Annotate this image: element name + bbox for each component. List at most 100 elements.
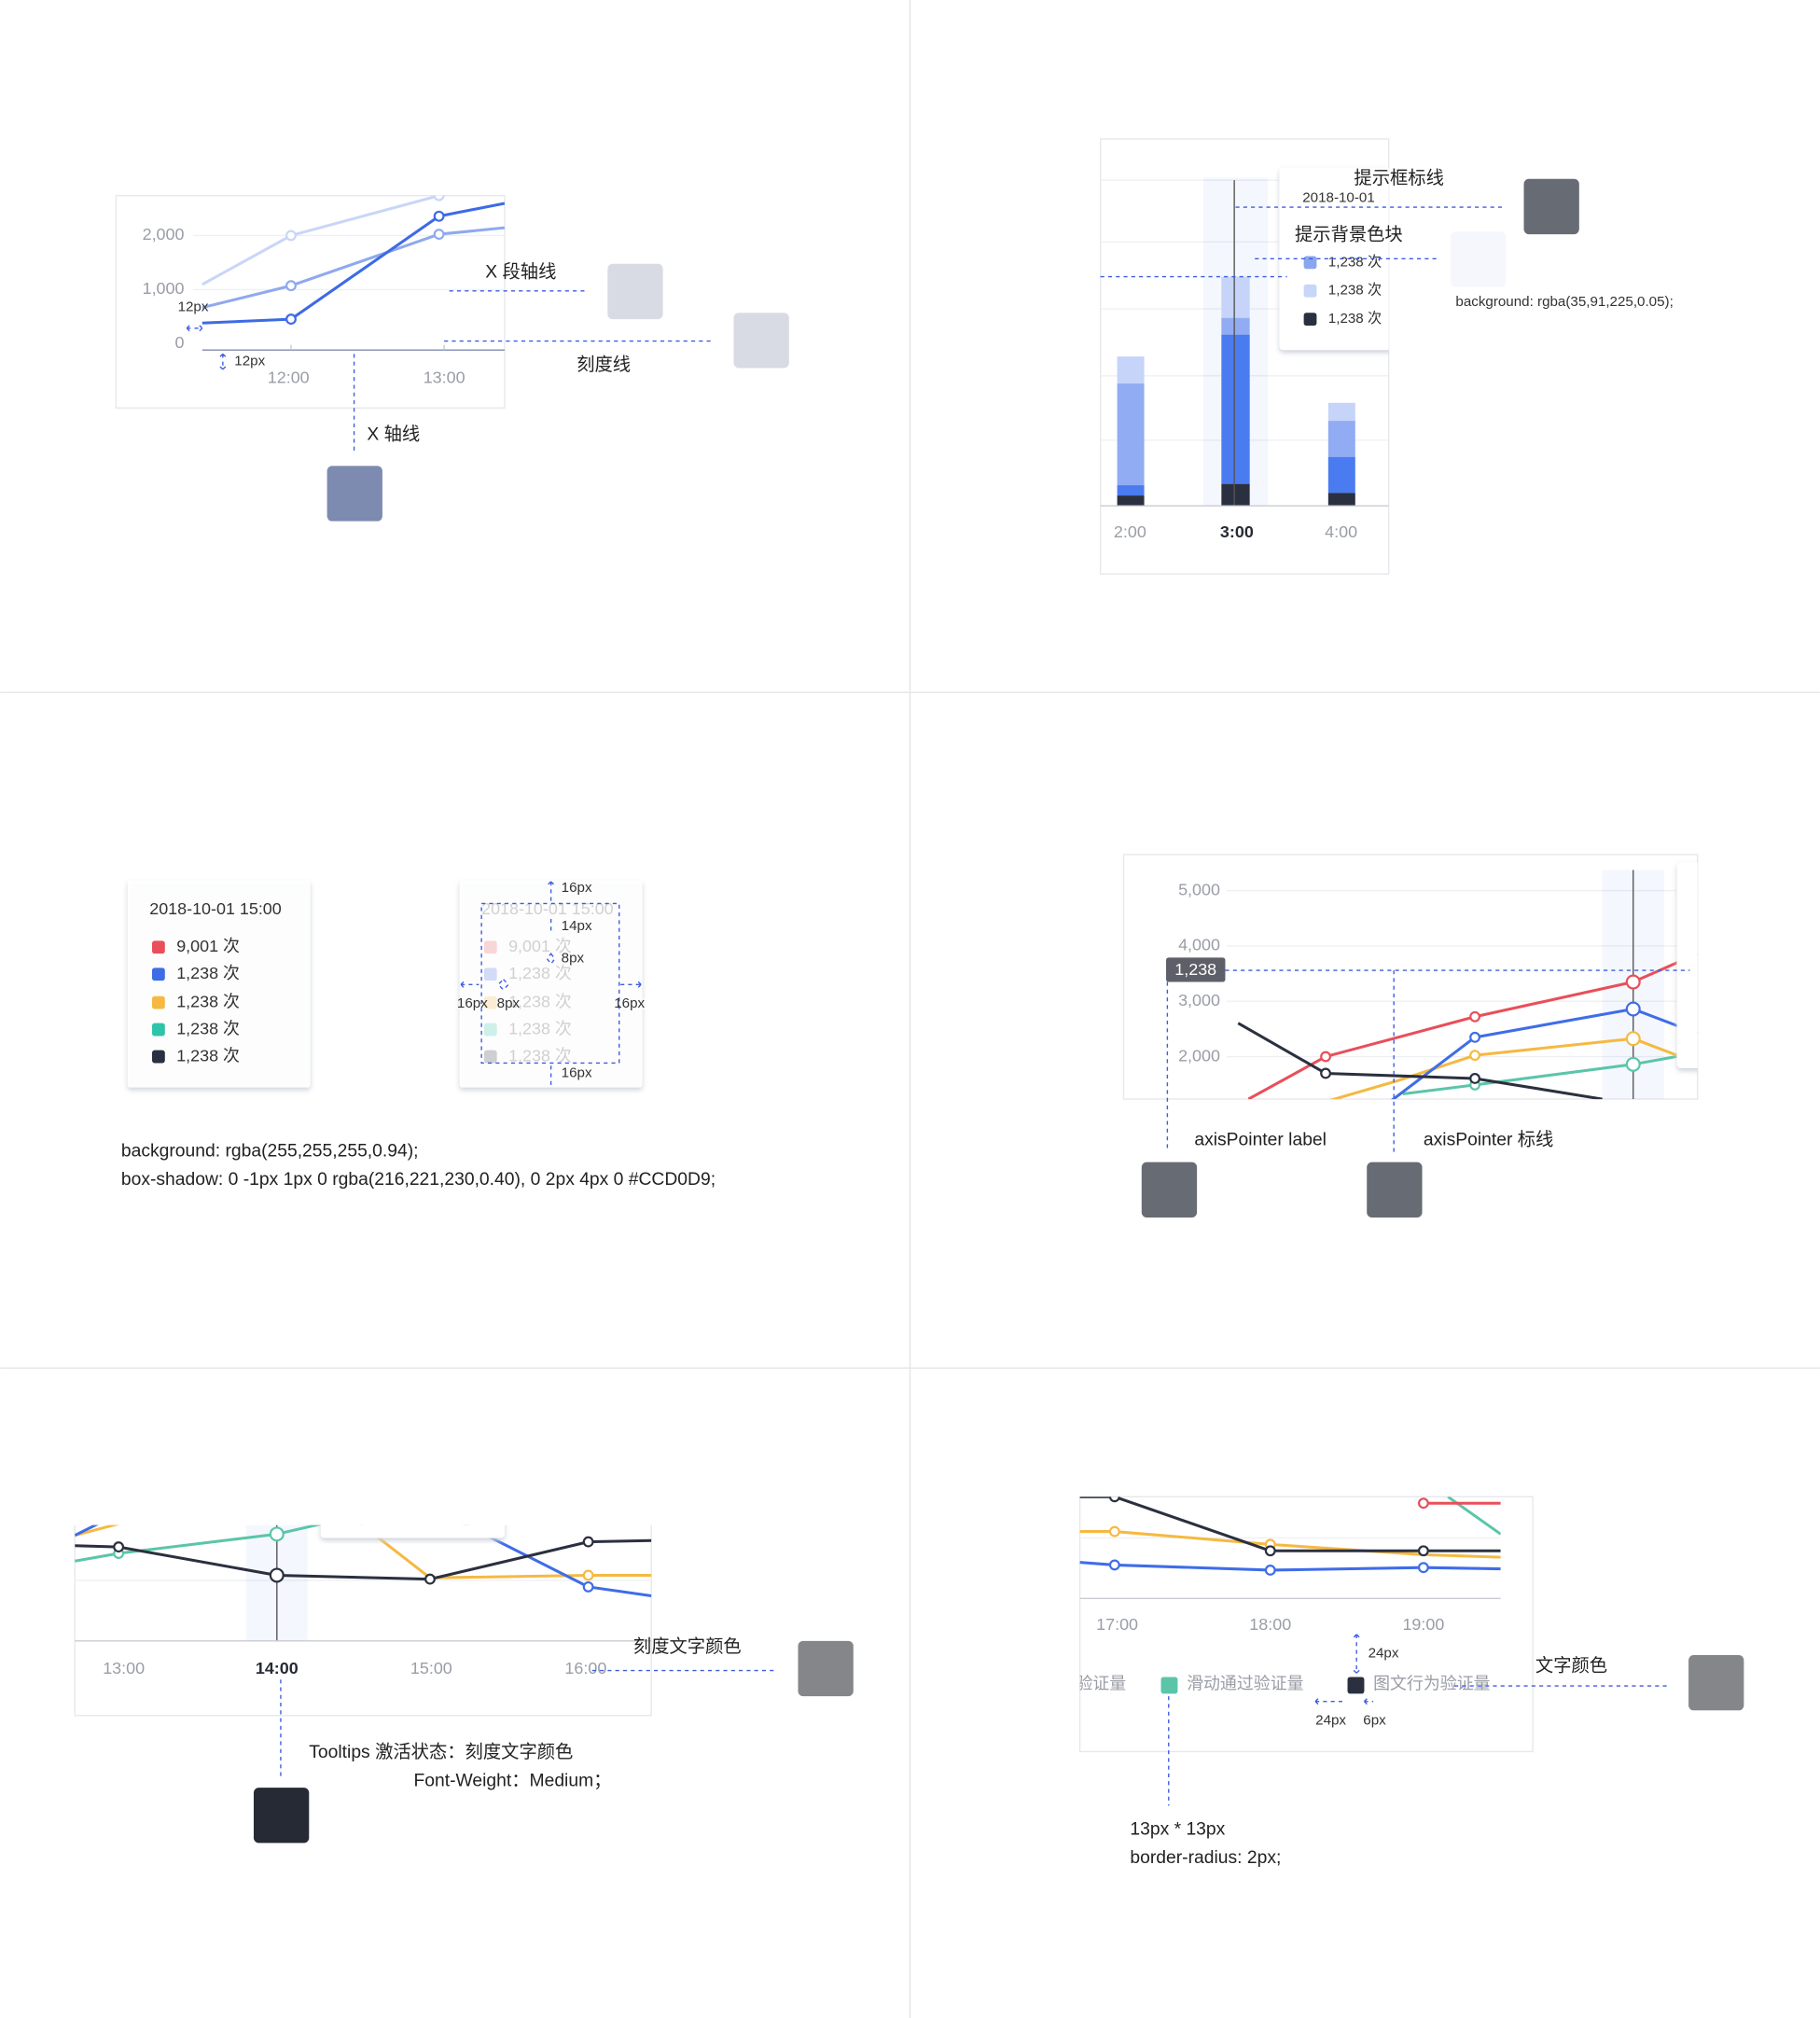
series-line — [359, 1524, 652, 1580]
label: 刻度文字颜色 — [633, 1636, 742, 1657]
tooltip-item: 1,238 次 — [176, 1019, 240, 1037]
group: 17:00 18:00 19:00 验证量 滑动通过验证量 图文行为验证量 — [1079, 1496, 1501, 1694]
point — [285, 313, 297, 326]
point — [433, 195, 445, 202]
legend-marker — [483, 1023, 497, 1037]
group: 2018-10-01 1,238 次 1,238 次 1,238 次 — [1100, 167, 1389, 507]
tooltip-item: 1,238 次 — [508, 992, 572, 1010]
label: background: rgba(255,255,255,0.94); — [121, 1142, 419, 1162]
axis-pointer-panel: 5,000 4,000 3,000 2,000 1,238 axisPointe… — [1122, 854, 1699, 1218]
point — [269, 1526, 285, 1542]
point — [1108, 1525, 1120, 1538]
dimension-marker — [1314, 1697, 1347, 1706]
shape — [1327, 421, 1355, 457]
label: 3:00 — [1220, 522, 1254, 541]
series-line — [75, 1524, 119, 1538]
shape — [607, 263, 663, 320]
dimension-marker — [186, 324, 203, 333]
series-line — [201, 226, 505, 310]
shape — [1160, 1677, 1178, 1694]
legend-panel: 17:00 18:00 19:00 验证量 滑动通过验证量 图文行为验证量 24… — [1078, 1496, 1744, 1868]
shape — [480, 902, 620, 1065]
dimension-marker — [460, 980, 479, 989]
label: 19:00 — [1402, 1615, 1444, 1634]
label: 12px — [178, 299, 209, 315]
dimension-marker — [1352, 1634, 1361, 1674]
label: 18:00 — [1249, 1615, 1291, 1634]
label: 3,000 — [1178, 991, 1220, 1009]
point — [433, 210, 445, 222]
label: 2018-10-01 — [1302, 189, 1375, 205]
label: Font-Weight：Medium； — [413, 1771, 611, 1790]
shape — [1221, 334, 1250, 484]
point — [433, 229, 445, 240]
label: X 段轴线 — [485, 262, 556, 283]
legend-marker — [151, 967, 165, 981]
label: axisPointer 标线 — [1424, 1129, 1553, 1149]
shape — [1117, 356, 1145, 384]
point — [424, 1573, 436, 1585]
label: 2:00 — [1114, 522, 1146, 541]
label: background: rgba(35,91,225,0.05); — [1455, 294, 1673, 310]
label: 8px — [562, 951, 585, 967]
point — [285, 230, 297, 242]
label: 图文行为验证量 — [1373, 1674, 1491, 1692]
label: 2,000 — [1178, 1046, 1220, 1065]
label: box-shadow: 0 -1px 1px 0 rgba(216,221,23… — [121, 1170, 715, 1190]
point — [1625, 1031, 1641, 1047]
series-line — [75, 1524, 99, 1538]
series-line — [1402, 1051, 1698, 1096]
point — [269, 1567, 285, 1583]
point — [1264, 1545, 1276, 1557]
shape — [1117, 495, 1145, 507]
label: 15:00 — [410, 1659, 452, 1677]
shape — [733, 313, 789, 369]
point — [113, 1541, 125, 1553]
tooltip-item: 1,238 次 — [508, 1019, 572, 1037]
shape — [1221, 276, 1250, 318]
point — [1320, 1051, 1331, 1063]
series-line — [201, 202, 505, 325]
point — [1264, 1565, 1276, 1576]
point — [1108, 1496, 1120, 1503]
shape — [127, 880, 311, 1088]
active-tick-panel: 13:00 14:00 15:00 16:00 刻度文字颜色 Tooltips … — [74, 1493, 854, 1844]
point — [1469, 1031, 1481, 1043]
shape — [1676, 862, 1698, 1068]
dimension-marker — [497, 978, 510, 991]
label: 13:00 — [103, 1659, 145, 1677]
shape — [1327, 402, 1355, 422]
series-line — [1237, 1022, 1603, 1100]
shape — [1303, 256, 1317, 270]
point — [1625, 974, 1641, 990]
label: 16px — [614, 995, 645, 1011]
tooltip-item: 9,001 次 — [508, 937, 572, 955]
label: 2,000 — [143, 225, 185, 244]
dimension-marker — [74, 1524, 652, 1717]
shape — [326, 466, 382, 522]
tooltip-item: 1,238 次 — [508, 1046, 572, 1065]
label: 16:00 — [564, 1659, 606, 1677]
point — [1625, 1056, 1641, 1072]
shape — [1221, 317, 1250, 335]
group — [193, 195, 505, 326]
shape — [1166, 957, 1226, 982]
legend-marker — [483, 1050, 497, 1064]
legend-marker — [151, 995, 165, 1009]
shape — [1117, 485, 1145, 496]
tooltip-item: 9,001 次 — [176, 937, 240, 955]
label: 提示框标线 — [1354, 168, 1444, 188]
tooltip-item: 1,238 次 — [176, 992, 240, 1010]
point — [285, 280, 297, 292]
shape — [320, 1524, 505, 1538]
point — [1320, 1067, 1331, 1079]
dimension-marker — [547, 881, 556, 901]
shape — [1523, 178, 1579, 235]
label: 1,238 — [1174, 960, 1216, 979]
group — [1226, 862, 1698, 1100]
label: 24px — [1368, 1646, 1399, 1662]
label: 4,000 — [1178, 936, 1220, 954]
label: 16px — [562, 1065, 592, 1080]
